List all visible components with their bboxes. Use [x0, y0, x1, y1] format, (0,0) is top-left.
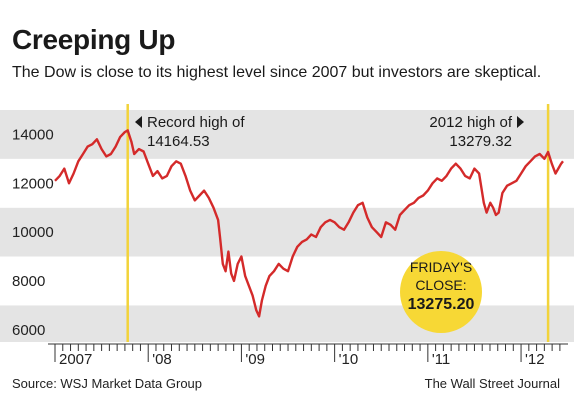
- series-layer: [54, 129, 564, 318]
- high-2012-value: 13279.32: [449, 133, 512, 150]
- grid-band: [0, 110, 574, 159]
- marker-lines: [126, 104, 550, 342]
- left-arrow-icon: [135, 116, 142, 128]
- x-tick-labels: 2007 '08 '09 '10 '11 '12: [59, 351, 545, 368]
- x-tick-label: '08: [152, 351, 172, 368]
- record-high-annotation: Record high of 14164.53: [135, 114, 245, 150]
- dow-series-line: [54, 129, 564, 318]
- chart-title: Creeping Up: [12, 24, 176, 55]
- high-2012-label: 2012 high of: [429, 114, 512, 131]
- grid-band: [0, 158, 574, 208]
- badge-line2: CLOSE:: [415, 277, 466, 293]
- chart-subtitle: The Dow is close to its highest level si…: [12, 64, 542, 81]
- x-tick-label: '11: [432, 351, 450, 368]
- y-tick-label: 10000: [12, 224, 54, 241]
- record-high-value: 14164.53: [147, 133, 210, 150]
- right-arrow-icon: [517, 116, 524, 128]
- y-tick-label: 12000: [12, 175, 54, 192]
- badge-value: 13275.20: [408, 296, 475, 313]
- x-axis: [48, 343, 568, 362]
- x-tick-label: 2007: [59, 351, 92, 368]
- grid-band: [0, 305, 574, 342]
- friday-close-badge: FRIDAY'S CLOSE: 13275.20: [400, 251, 482, 333]
- badge-line1: FRIDAY'S: [410, 259, 472, 275]
- y-tick-labels: 6000 8000 10000 12000 14000: [12, 126, 54, 338]
- source-note: Source: WSJ Market Data Group: [12, 376, 203, 391]
- grid-band: [0, 256, 574, 306]
- y-tick-label: 6000: [12, 322, 45, 339]
- x-tick-label: '09: [245, 351, 265, 368]
- y-tick-label: 14000: [12, 126, 54, 143]
- badge-circle: [400, 251, 482, 333]
- y-tick-label: 8000: [12, 273, 45, 290]
- grid-band: [0, 207, 574, 257]
- record-high-label: Record high of: [147, 114, 245, 131]
- publisher-credit: The Wall Street Journal: [424, 376, 560, 391]
- x-tick-label: '10: [339, 351, 359, 368]
- high-2012-annotation: 2012 high of 13279.32: [429, 114, 524, 150]
- x-tick-label: '12: [525, 351, 545, 368]
